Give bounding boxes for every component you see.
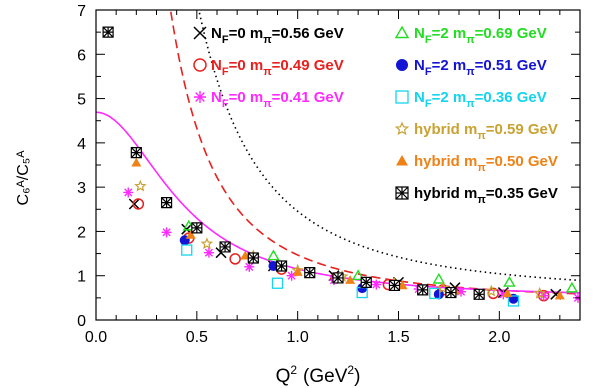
s4-legend-label: NF=2 mπ=0.69 GeV bbox=[414, 25, 547, 46]
s8-data-point bbox=[131, 157, 142, 167]
s3-data-point bbox=[371, 279, 382, 290]
s9-data-point bbox=[275, 260, 288, 272]
x-tick-label: 0.0 bbox=[85, 329, 107, 346]
s9-data-point bbox=[388, 279, 401, 292]
s8-data-point bbox=[292, 267, 303, 276]
s2-legend-label: NF=0 mπ=0.49 GeV bbox=[211, 57, 344, 78]
y-tick-label: 0 bbox=[77, 313, 86, 330]
s1-legend-label: NF=0 mπ=0.56 GeV bbox=[211, 25, 344, 46]
s9-data-point bbox=[247, 252, 259, 264]
s9-data-point bbox=[191, 222, 203, 234]
s9-data-point bbox=[102, 26, 114, 38]
y-tick-label: 6 bbox=[77, 47, 86, 64]
x-axis-label: Q2 (GeV2) bbox=[276, 363, 361, 387]
fit-curves bbox=[96, 10, 580, 295]
s9-legend-label: hybrid mπ=0.35 GeV bbox=[414, 185, 558, 206]
s3-data-point bbox=[498, 289, 509, 300]
s9-data-point bbox=[219, 241, 231, 253]
s3-data-point bbox=[203, 247, 214, 258]
y-tick-label: 7 bbox=[77, 3, 86, 20]
s8-data-point bbox=[185, 229, 196, 239]
s9-data-point bbox=[473, 288, 485, 300]
s3-data-point bbox=[244, 261, 255, 272]
x-tick-label: 0.5 bbox=[186, 329, 208, 346]
s3-legend-label: NF=0 mπ=0.41 GeV bbox=[211, 89, 344, 110]
s9-data-point bbox=[332, 272, 344, 284]
s2-legend-marker bbox=[193, 58, 207, 72]
legend-entry-s5: NF=2 mπ=0.51 GeV bbox=[396, 57, 547, 78]
s8-legend-marker bbox=[396, 155, 408, 166]
s9-data-point bbox=[160, 197, 173, 209]
s4-data-point bbox=[432, 272, 446, 284]
y-axis-label: C₆ᴬ/C₅ᴬ bbox=[15, 150, 32, 206]
data-points bbox=[102, 26, 580, 307]
y-tick-label: 1 bbox=[77, 269, 86, 286]
s6-legend-label: NF=2 mπ=0.36 GeV bbox=[414, 89, 547, 110]
s4-data-point bbox=[351, 269, 365, 281]
s3-data-point bbox=[161, 227, 172, 238]
legend: NF=0 mπ=0.56 GeV NF=0 mπ=0.49 GeV NF=0 mπ=… bbox=[193, 25, 558, 206]
s2-data-point bbox=[229, 253, 241, 265]
s9-data-point bbox=[130, 147, 142, 159]
s6-data-point bbox=[507, 295, 520, 307]
s4-legend-marker bbox=[394, 25, 410, 39]
s8-legend-label: hybrid mπ=0.50 GeV bbox=[414, 153, 558, 174]
s7-legend-label: hybrid mπ=0.59 GeV bbox=[414, 121, 558, 142]
s8-data-point bbox=[345, 275, 356, 284]
s6-data-point bbox=[429, 287, 441, 300]
s8-data-point bbox=[554, 290, 565, 300]
x-tick-label: 1.0 bbox=[287, 329, 309, 346]
s3-legend-marker bbox=[194, 91, 206, 103]
y-tick-label: 3 bbox=[77, 180, 86, 197]
y-tick-label: 4 bbox=[77, 136, 86, 153]
s4-data-point bbox=[565, 281, 579, 293]
s1-legend-marker bbox=[193, 26, 207, 40]
s6-data-point bbox=[181, 244, 193, 256]
x-tick-label: 1.5 bbox=[387, 329, 409, 346]
legend-entry-s3: NF=0 mπ=0.41 GeV bbox=[194, 89, 344, 110]
s6-legend-marker bbox=[395, 90, 409, 104]
s2-data-point bbox=[132, 198, 145, 210]
s7-data-point bbox=[436, 281, 450, 294]
legend-entry-s4: NF=2 mπ=0.69 GeV bbox=[394, 25, 547, 46]
legend-entry-s8: hybrid mπ=0.50 GeV bbox=[396, 153, 558, 174]
s7-data-point bbox=[200, 237, 214, 250]
s9-data-point bbox=[360, 276, 372, 288]
s7-data-point bbox=[134, 179, 147, 192]
legend-entry-s1: NF=0 mπ=0.56 GeV bbox=[193, 25, 344, 46]
s3-data-point bbox=[123, 187, 134, 198]
s1-data-point bbox=[128, 198, 140, 210]
s8-data-point bbox=[502, 288, 513, 298]
s5-legend-label: NF=2 mπ=0.51 GeV bbox=[414, 57, 547, 78]
s9-data-point bbox=[445, 286, 457, 299]
s3-data-point bbox=[538, 290, 549, 301]
dotted-fit-curve bbox=[198, 10, 580, 282]
s4-data-point bbox=[267, 249, 280, 261]
s9-data-point bbox=[417, 284, 429, 296]
s5-legend-marker bbox=[396, 59, 408, 71]
s9-legend-marker bbox=[395, 186, 409, 200]
legend-entry-s6: NF=2 mπ=0.36 GeV bbox=[395, 89, 547, 110]
y-tick-label: 5 bbox=[77, 92, 86, 109]
s3-data-point bbox=[456, 286, 467, 297]
y-tick-label: 2 bbox=[77, 224, 86, 241]
s7-data-point bbox=[485, 284, 498, 297]
s3-data-point bbox=[286, 270, 297, 281]
s9-data-point bbox=[304, 267, 316, 279]
s7-legend-marker bbox=[394, 121, 410, 136]
s6-data-point bbox=[271, 277, 284, 289]
dashed-fit-curve bbox=[169, 10, 580, 295]
legend-entry-s7: hybrid mπ=0.59 GeV bbox=[394, 121, 558, 142]
x-tick-label: 2.0 bbox=[488, 329, 510, 346]
s4-data-point bbox=[503, 275, 516, 287]
s7-data-point bbox=[533, 286, 546, 299]
axis-ticks: 0.0 0.5 1.0 1.5 2.0 0 1 2 3 4 5 6 7 bbox=[77, 3, 580, 346]
legend-entry-s2: NF=0 mπ=0.49 GeV bbox=[193, 57, 344, 78]
legend-entry-s9: hybrid mπ=0.35 GeV bbox=[395, 185, 558, 206]
